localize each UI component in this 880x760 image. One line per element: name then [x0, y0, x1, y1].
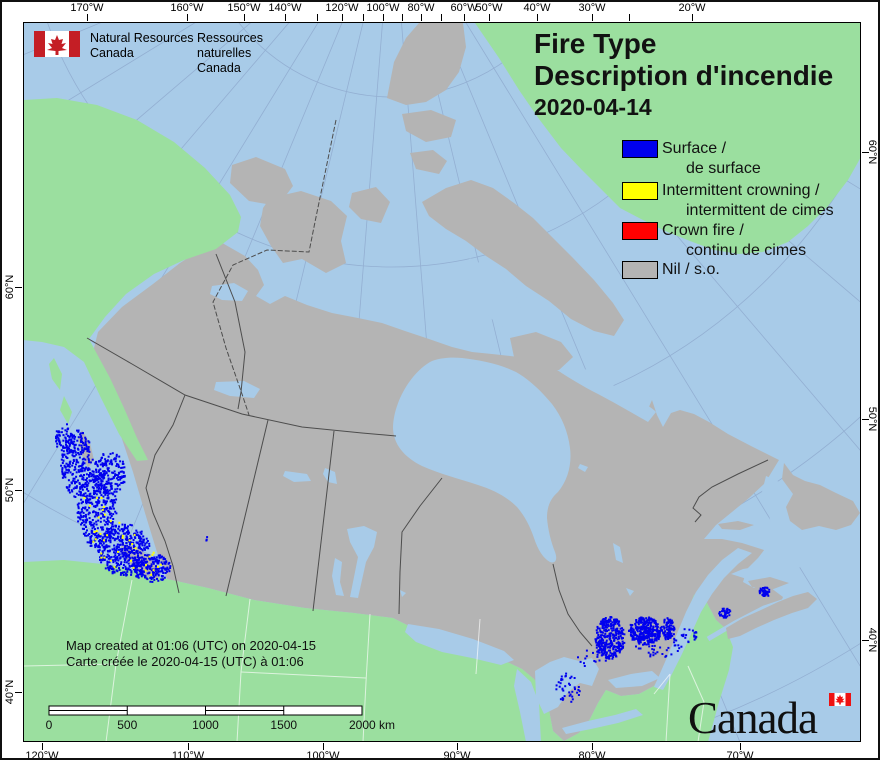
longitude-label: 140°W	[268, 2, 302, 14]
legend-swatch	[622, 222, 658, 240]
scale-bar-graphic	[48, 705, 363, 716]
scale-bar: 0 500 1000 1500 2000 km	[46, 704, 395, 732]
legend-label-line1: Crown fire /	[662, 222, 744, 239]
longitude-label: 150°W	[227, 2, 261, 14]
legend-label-line1: Nil / s.o.	[662, 261, 720, 278]
note-line-en: Map created at 01:06 (UTC) on 2020-04-15	[66, 638, 317, 653]
fire-hotspot-points	[55, 423, 771, 703]
longitude-tick	[87, 14, 88, 21]
note-line-fr: Carte créée le 2020-04-15 (UTC) à 01:06	[66, 653, 304, 669]
longitude-tick	[592, 14, 593, 21]
latitude-label: 40°N	[4, 679, 16, 705]
longitude-tick	[363, 14, 364, 21]
longitude-tick	[188, 743, 189, 750]
longitude-tick	[740, 743, 741, 750]
latitude-tick	[862, 419, 869, 420]
longitude-tick	[464, 14, 465, 21]
map-frame	[23, 22, 861, 742]
provincial-borders	[86, 119, 769, 647]
longitude-tick	[317, 14, 318, 21]
longitude-tick	[629, 14, 630, 21]
longitude-label: 100°W	[366, 2, 400, 14]
latitude-tick	[862, 640, 869, 641]
legend-label-line2: de surface	[686, 160, 761, 177]
longitude-tick	[692, 14, 693, 21]
longitude-tick	[489, 14, 490, 21]
legend-swatch	[622, 140, 658, 158]
wordmark-flag-icon	[829, 693, 851, 706]
water-bodies	[210, 258, 836, 741]
scale-label: 500	[117, 718, 138, 732]
map-created-note: Map created at 01:06 (UTC) on 2020-04-15…	[66, 638, 316, 669]
latitude-tick	[15, 490, 22, 491]
foreign-landmass	[24, 23, 860, 741]
longitude-label: 50°W	[475, 2, 503, 14]
canada-flag-icon	[34, 31, 80, 57]
legend-label-line1: Surface /	[662, 140, 727, 157]
logo-text-en: Natural Resources Canada	[90, 31, 194, 60]
logo-text-fr: Ressources naturelles Canada	[197, 31, 263, 75]
us-state-lines	[24, 579, 705, 741]
longitude-tick	[441, 14, 442, 21]
longitude-label: 20°W	[678, 2, 706, 14]
title-fr: Description d'incendie	[534, 60, 834, 91]
title-date: 2020-04-14	[534, 94, 652, 120]
longitude-tick	[383, 14, 384, 21]
longitude-tick	[42, 743, 43, 750]
longitude-label: 170°W	[70, 2, 104, 14]
longitude-tick	[402, 14, 403, 21]
title-en: Fire Type	[534, 28, 657, 59]
longitude-tick	[421, 14, 422, 21]
longitude-label: 120°W	[325, 2, 359, 14]
nrcan-logo: Natural Resources Canada Ressources natu…	[34, 31, 263, 75]
longitude-label: 80°W	[578, 750, 606, 760]
scale-label: 2000 km	[348, 718, 396, 732]
longitude-tick	[323, 743, 324, 750]
longitude-label: 100°W	[306, 750, 340, 760]
longitude-tick	[187, 14, 188, 21]
legend-swatch	[622, 182, 658, 200]
legend-swatch	[622, 261, 658, 279]
longitude-tick	[342, 14, 343, 21]
longitude-tick	[244, 14, 245, 21]
latitude-label: 60°N	[866, 139, 878, 165]
latitude-tick	[15, 287, 22, 288]
canada-fire-map	[24, 23, 860, 741]
longitude-tick	[537, 14, 538, 21]
latitude-label: 40°N	[866, 627, 878, 653]
latitude-label: 50°N	[866, 406, 878, 432]
longitude-label: 120°W	[25, 750, 59, 760]
longitude-label: 160°W	[170, 2, 204, 14]
longitude-label: 70°W	[726, 750, 754, 760]
map-title: Fire Type Description d'incendie 2020-04…	[534, 28, 833, 122]
longitude-tick	[457, 743, 458, 750]
longitude-label: 30°W	[578, 2, 606, 14]
longitude-label: 110°W	[171, 750, 205, 760]
latitude-label: 50°N	[4, 477, 16, 503]
scale-label: 1500	[270, 718, 298, 732]
canada-wordmark: Canada	[688, 693, 818, 743]
longitude-label: 40°W	[523, 2, 551, 14]
latitude-tick	[862, 152, 869, 153]
latitude-tick	[15, 692, 22, 693]
longitude-label: 90°W	[443, 750, 471, 760]
longitude-label: 60°W	[450, 2, 478, 14]
latitude-label: 60°N	[4, 274, 16, 300]
canada-landmass	[92, 23, 783, 741]
legend-label-line2: intermittent de cimes	[686, 202, 834, 219]
legend-label-line1: Intermittent crowning /	[662, 182, 820, 199]
scale-label: 0	[45, 718, 53, 732]
scale-label: 1000	[192, 718, 219, 732]
longitude-tick	[285, 14, 286, 21]
longitude-label: 80°W	[407, 2, 435, 14]
legend-label-line2: continu de cimes	[686, 242, 807, 259]
longitude-tick	[592, 743, 593, 750]
